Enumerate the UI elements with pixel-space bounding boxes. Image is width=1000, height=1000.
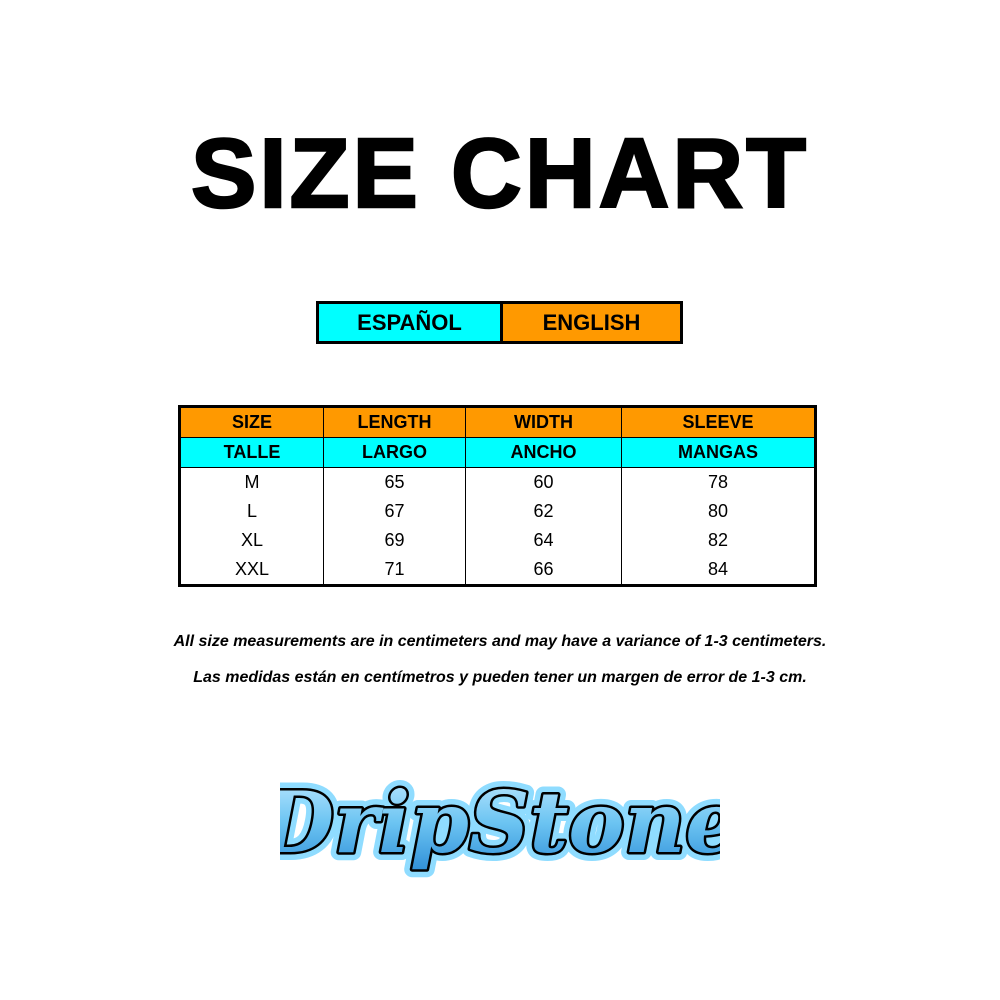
header-cell: ANCHO <box>465 437 622 468</box>
cell: L <box>179 497 324 526</box>
cell: 60 <box>465 467 622 497</box>
header-cell: LENGTH <box>323 406 466 438</box>
legend-spanish: ESPAÑOL <box>319 304 503 341</box>
svg-text:DripStone: DripStone <box>280 773 720 872</box>
cell: 64 <box>465 526 622 555</box>
cell: 80 <box>621 497 816 526</box>
cell: 62 <box>465 497 622 526</box>
cell: 82 <box>621 526 816 555</box>
cell: 84 <box>621 555 816 586</box>
page-title: SIZE CHART <box>190 117 809 230</box>
note-english: All size measurements are in centimeters… <box>173 633 827 650</box>
legend-english: ENGLISH <box>503 304 680 341</box>
dripstone-logo: DripStone DripStone <box>280 765 720 880</box>
header-row-spanish: TALLE LARGO ANCHO MANGAS <box>179 437 816 468</box>
cell: 78 <box>621 467 816 497</box>
cell: 66 <box>465 555 622 586</box>
header-cell: SIZE <box>179 406 324 438</box>
header-cell: LARGO <box>323 437 466 468</box>
cell: 69 <box>323 526 466 555</box>
cell: M <box>179 467 324 497</box>
cell: 71 <box>323 555 466 586</box>
language-legend: ESPAÑOL ENGLISH <box>316 301 683 344</box>
header-cell: WIDTH <box>465 406 622 438</box>
cell: 65 <box>323 467 466 497</box>
header-cell: TALLE <box>179 437 324 468</box>
header-cell: SLEEVE <box>621 406 816 438</box>
table-row: XXL 71 66 84 <box>179 555 816 586</box>
cell: XL <box>179 526 324 555</box>
note-spanish: Las medidas están en centímetros y puede… <box>193 669 807 686</box>
header-cell: MANGAS <box>621 437 816 468</box>
cell: XXL <box>179 555 324 586</box>
table-row: XL 69 64 82 <box>179 526 816 555</box>
size-table: SIZE LENGTH WIDTH SLEEVE TALLE LARGO ANC… <box>178 405 817 587</box>
table-row: M 65 60 78 <box>179 467 816 497</box>
table-row: L 67 62 80 <box>179 497 816 526</box>
svg-text:DripStone: DripStone <box>280 773 720 872</box>
cell: 67 <box>323 497 466 526</box>
header-row-english: SIZE LENGTH WIDTH SLEEVE <box>179 406 816 438</box>
